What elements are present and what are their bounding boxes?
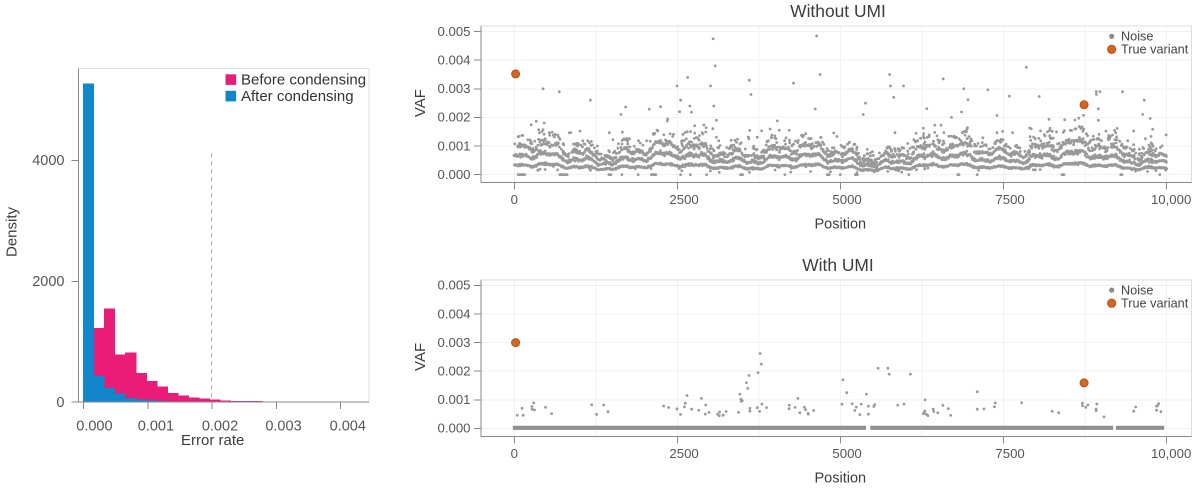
svg-text:0: 0 [56,395,64,411]
svg-text:0.003: 0.003 [437,335,470,350]
svg-text:0.005: 0.005 [437,24,470,39]
svg-text:10,000: 10,000 [1151,192,1191,207]
svg-text:VAF: VAF [412,89,429,117]
svg-text:0.000: 0.000 [437,421,470,436]
svg-text:0.000: 0.000 [76,419,112,435]
svg-text:Noise: Noise [1121,30,1153,44]
svg-text:0.000: 0.000 [437,167,470,182]
svg-text:Before condensing: Before condensing [241,71,366,88]
svg-text:0: 0 [511,192,518,207]
svg-text:After condensing: After condensing [241,88,354,105]
svg-text:VAF: VAF [412,343,429,371]
svg-text:Error rate: Error rate [181,432,244,449]
svg-text:0.003: 0.003 [265,419,301,435]
svg-text:Noise: Noise [1121,283,1153,297]
svg-text:0.004: 0.004 [437,306,470,321]
svg-text:0.004: 0.004 [437,53,470,68]
svg-text:0.002: 0.002 [437,364,470,379]
svg-text:0.002: 0.002 [202,419,238,435]
svg-text:Without UMI: Without UMI [790,1,886,21]
svg-text:7500: 7500 [995,192,1024,207]
svg-text:0.004: 0.004 [330,419,366,435]
svg-text:Position: Position [815,470,867,486]
svg-text:2500: 2500 [669,446,698,461]
svg-text:5000: 5000 [832,192,861,207]
svg-text:Position: Position [815,217,867,233]
svg-text:10,000: 10,000 [1151,446,1191,461]
svg-text:0.002: 0.002 [437,110,470,125]
svg-text:0.001: 0.001 [437,138,470,153]
svg-text:0.001: 0.001 [138,419,174,435]
svg-text:0.001: 0.001 [437,392,470,407]
svg-text:5000: 5000 [832,446,861,461]
svg-text:0.003: 0.003 [437,81,470,96]
svg-text:0: 0 [511,446,518,461]
svg-text:Density: Density [4,206,21,257]
svg-text:2500: 2500 [669,192,698,207]
svg-text:4000: 4000 [32,153,64,169]
svg-text:7500: 7500 [995,446,1024,461]
svg-text:2000: 2000 [32,274,64,290]
svg-text:True variant: True variant [1121,296,1189,310]
svg-text:True variant: True variant [1121,43,1189,57]
svg-text:With UMI: With UMI [802,255,874,275]
svg-text:0.005: 0.005 [437,278,470,293]
